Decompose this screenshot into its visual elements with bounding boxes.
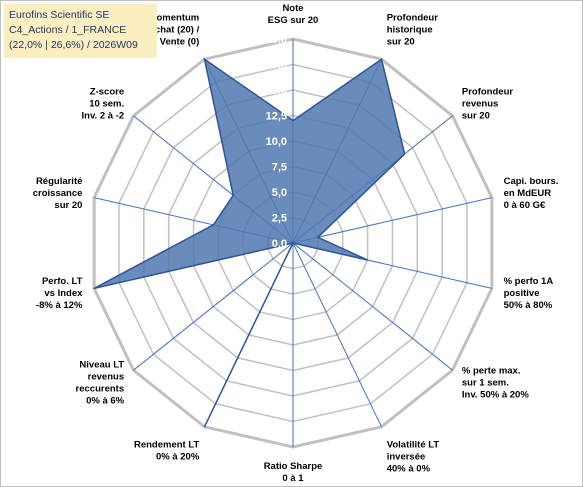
tick-label-6: 15,0 <box>266 85 287 97</box>
data-point-9 <box>292 242 294 244</box>
category-label-13-line-2: Vente (0) <box>160 36 200 47</box>
category-label-6-line-1: inversée <box>387 452 426 463</box>
spoke-9 <box>133 242 294 371</box>
category-label-1-line-2: sur 20 <box>387 36 415 47</box>
category-label-3: Capi. bours. en MdEUR 0 à 60 G€ <box>504 176 559 211</box>
title-box: Eurofins Scientific SE C4_Actions / 1_FR… <box>4 4 157 58</box>
series-area <box>93 57 406 428</box>
category-label-9-line-0: Niveau LT <box>79 360 124 371</box>
title-line-1: Eurofins Scientific SE <box>9 9 110 21</box>
category-label-4: % perfo 1A positive 50% à 80% <box>504 276 554 311</box>
data-point-8 <box>203 426 206 428</box>
category-label-13-line-0: Momentum <box>149 12 200 23</box>
category-label-1-line-1: historique <box>387 24 433 35</box>
category-label-3-line-1: en MdEUR <box>504 188 552 199</box>
category-label-9-line-3: 0% à 6% <box>86 396 125 407</box>
tick-label-5: 12,5 <box>266 111 287 123</box>
category-label-8: Rendement LT 0% à 20% <box>134 440 200 463</box>
category-label-5-line-0: % perte max. <box>462 366 521 377</box>
category-label-11-line-2: sur 20 <box>54 200 82 211</box>
data-point-12 <box>232 194 234 196</box>
category-labels: Note ESG sur 20 Profondeur historique sur 20… <box>33 3 559 484</box>
tick-label-4: 10,0 <box>266 136 287 148</box>
spoke-3 <box>292 197 492 244</box>
tick-label-7: 17,5 <box>266 60 287 72</box>
category-label-5: % perte max. sur 1 sem. Inv. 50% à 20% <box>462 366 529 401</box>
category-label-3-line-2: 0 à 60 G€ <box>504 200 546 211</box>
title-line-2: C4_Actions / 1_FRANCE <box>9 24 127 36</box>
data-point-1 <box>380 58 383 60</box>
data-point-0 <box>292 120 294 122</box>
tick-label-2: 5,0 <box>272 187 287 199</box>
spoke-6 <box>292 242 382 428</box>
category-label-0-line-1: ESG sur 20 <box>268 15 319 26</box>
data-point-3 <box>317 236 319 238</box>
data-point-10 <box>93 287 95 289</box>
tick-label-8: 20,0 <box>266 34 287 46</box>
category-label-2-line-2: sur 20 <box>462 110 490 121</box>
category-label-10: Perfo. LT vs Index -8% à 12% <box>36 276 83 311</box>
category-label-6: Volatilité LT inversée 40% à 0% <box>387 440 440 475</box>
category-label-0: Note ESG sur 20 <box>268 3 319 26</box>
category-label-4-line-0: % perfo 1A <box>504 276 554 287</box>
category-label-0-line-0: Note <box>282 3 303 14</box>
category-label-3-line-0: Capi. bours. <box>504 176 559 187</box>
category-label-13-line-1: Achat (20) / <box>148 24 200 35</box>
category-label-2-line-1: revenus <box>462 98 498 109</box>
tick-labels: 0,0 2,5 5,0 7,5 10,0 12,5 15,0 17,5 20,0 <box>266 34 287 250</box>
category-label-10-line-2: -8% à 12% <box>36 300 83 311</box>
category-label-11-line-1: croissance <box>33 188 83 199</box>
category-label-5-line-2: Inv. 50% à 20% <box>462 390 529 401</box>
tick-label-1: 2,5 <box>272 213 287 225</box>
tick-label-3: 7,5 <box>272 162 287 174</box>
category-label-12-line-1: 10 sem. <box>89 98 124 109</box>
category-label-10-line-1: vs Index <box>44 288 83 299</box>
category-label-9-line-1: revenus <box>88 372 124 383</box>
category-label-6-line-0: Volatilité LT <box>387 440 440 451</box>
category-label-1-line-0: Profondeur <box>387 12 438 23</box>
category-label-8-line-1: 0% à 20% <box>156 452 200 463</box>
category-label-6-line-2: 40% à 0% <box>387 464 431 475</box>
category-label-7-line-1: 0 à 1 <box>282 473 304 484</box>
category-label-4-line-1: positive <box>504 288 540 299</box>
category-label-12-line-0: Z-score <box>90 86 124 97</box>
category-label-4-line-2: 50% à 80% <box>504 300 553 311</box>
data-point-13 <box>203 58 206 60</box>
category-label-5-line-1: sur 1 sem. <box>462 378 509 389</box>
category-label-2: Profondeur revenus sur 20 <box>462 86 513 121</box>
data-point-4 <box>366 259 369 261</box>
category-label-7-line-0: Ratio Sharpe <box>264 461 323 472</box>
category-label-2-line-0: Profondeur <box>462 86 513 97</box>
category-label-9: Niveau LT revenus reccurents 0% à 6% <box>76 360 125 407</box>
title-line-3: (22,0% | 26,6%) / 2026W09 <box>9 39 138 51</box>
data-point-11 <box>212 224 215 226</box>
data-point-2 <box>404 153 406 155</box>
category-label-10-line-0: Perfo. LT <box>42 276 83 287</box>
category-label-12-line-2: Inv. 2 à -2 <box>82 110 125 121</box>
category-label-1: Profondeur historique sur 20 <box>387 12 438 47</box>
category-label-12: Z-score 10 sem. Inv. 2 à -2 <box>82 86 125 121</box>
tick-label-0: 0,0 <box>272 238 287 250</box>
category-label-11-line-0: Régularité <box>36 176 82 187</box>
category-label-8-line-0: Rendement LT <box>134 440 199 451</box>
category-label-11: Régularité croissance sur 20 <box>33 176 83 211</box>
spoke-5 <box>292 242 453 371</box>
series-layer <box>93 57 406 428</box>
category-label-9-line-2: reccurents <box>76 384 125 395</box>
category-label-7: Ratio Sharpe 0 à 1 <box>264 461 323 484</box>
category-label-13: Momentum Achat (20) / Vente (0) <box>148 12 200 47</box>
